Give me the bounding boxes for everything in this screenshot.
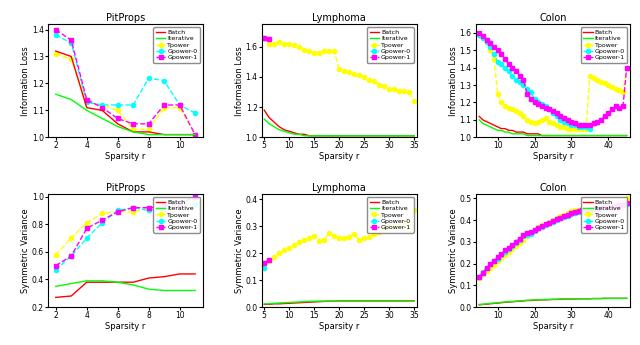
X-axis label: Sparsity r: Sparsity r [105, 322, 146, 331]
Y-axis label: Symmetric Variance: Symmetric Variance [235, 208, 244, 293]
Y-axis label: Symmetric Variance: Symmetric Variance [449, 208, 458, 293]
Legend: Batch, Iterative, Tpower, Gpower-0, Gpower-1: Batch, Iterative, Tpower, Gpower-0, Gpow… [581, 197, 627, 233]
Y-axis label: Information Loss: Information Loss [22, 46, 31, 116]
X-axis label: Sparsity r: Sparsity r [532, 322, 573, 331]
X-axis label: Sparsity r: Sparsity r [532, 152, 573, 161]
Y-axis label: Information Loss: Information Loss [235, 46, 244, 116]
X-axis label: Sparsity r: Sparsity r [105, 152, 146, 161]
Legend: Batch, Iterative, Tpower, Gpower-0, Gpower-1: Batch, Iterative, Tpower, Gpower-0, Gpow… [154, 27, 200, 63]
X-axis label: Sparsity r: Sparsity r [319, 322, 360, 331]
Title: Colon: Colon [540, 183, 566, 193]
Y-axis label: Information Loss: Information Loss [449, 46, 458, 116]
Title: Colon: Colon [540, 13, 566, 23]
Title: PitProps: PitProps [106, 183, 145, 193]
Legend: Batch, Iterative, Tpower, Gpower-0, Gpower-1: Batch, Iterative, Tpower, Gpower-0, Gpow… [154, 197, 200, 233]
Legend: Batch, Iterative, Tpower, Gpower-0, Gpower-1: Batch, Iterative, Tpower, Gpower-0, Gpow… [367, 27, 413, 63]
Legend: Batch, Iterative, Tpower, Gpower-0, Gpower-1: Batch, Iterative, Tpower, Gpower-0, Gpow… [367, 197, 413, 233]
Legend: Batch, Iterative, Tpower, Gpower-0, Gpower-1: Batch, Iterative, Tpower, Gpower-0, Gpow… [581, 27, 627, 63]
X-axis label: Sparsity r: Sparsity r [319, 152, 360, 161]
Title: Lymphoma: Lymphoma [312, 183, 366, 193]
Y-axis label: Symmetric Variance: Symmetric Variance [21, 208, 30, 293]
Title: Lymphoma: Lymphoma [312, 13, 366, 23]
Title: PitProps: PitProps [106, 13, 145, 23]
